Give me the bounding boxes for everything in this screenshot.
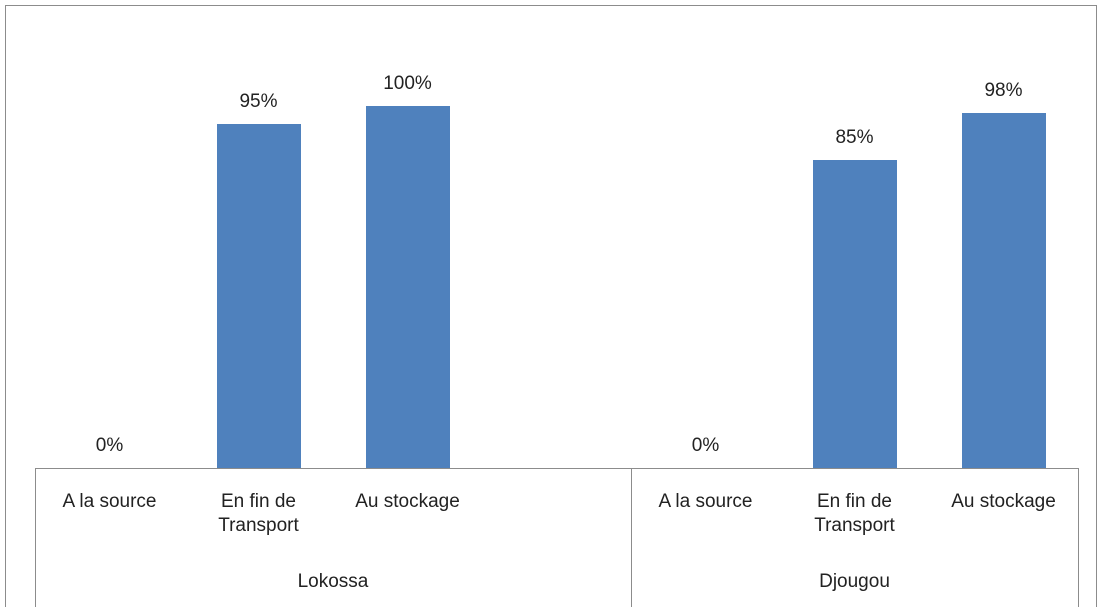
data-label: 0%: [95, 435, 124, 456]
group-label: Lokossa: [297, 571, 369, 592]
x-axis-line: [35, 468, 1078, 469]
chart-border: [5, 5, 1097, 607]
x-tick-label: A la source: [658, 491, 753, 512]
group-label: Djougou: [819, 571, 890, 592]
bar: [812, 160, 897, 468]
x-tick-label: A la source: [62, 491, 157, 512]
group-divider: [1078, 468, 1079, 607]
bar: [961, 113, 1046, 468]
data-label: 85%: [835, 127, 874, 149]
group-divider: [35, 468, 36, 607]
bar: [216, 124, 301, 468]
data-label: 100%: [383, 73, 432, 94]
x-tick-label: En fin de Transport: [814, 491, 895, 536]
group-divider: [631, 468, 632, 607]
data-label: 0%: [691, 435, 720, 456]
data-label: 98%: [984, 80, 1023, 102]
x-tick-label: Au stockage: [355, 491, 460, 512]
data-label: 95%: [239, 91, 278, 113]
x-tick-label: En fin de Transport: [218, 491, 299, 536]
bar: [365, 106, 450, 468]
x-tick-label: Au stockage: [951, 491, 1056, 512]
